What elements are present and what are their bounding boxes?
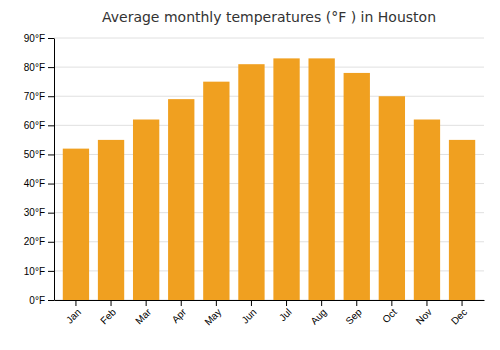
x-tick-mark (181, 300, 182, 306)
y-tick: 40°F (24, 178, 54, 189)
bar (238, 64, 264, 300)
y-tick-label: 80°F (24, 62, 45, 73)
x-tick-mark (426, 300, 427, 306)
x-tick-label: Jul (277, 306, 294, 323)
x-tick-label: Nov (414, 306, 434, 326)
x-tick-label: Sep (343, 306, 364, 327)
x-tick-label: Aug (308, 306, 328, 326)
y-tick-label: 0°F (29, 295, 45, 306)
x-tick: Nov (414, 300, 434, 327)
y-tick-mark (48, 38, 54, 39)
bar (414, 120, 440, 300)
grid-line (54, 96, 484, 97)
x-axis-line (55, 300, 485, 301)
y-tick-label: 90°F (24, 33, 45, 44)
y-axis: 0°F 10°F 20°F 30°F 40°F 50°F 60°F 70°F 80°F 90°F (24, 33, 55, 306)
x-tick: Aug (308, 300, 328, 327)
x-tick-mark (216, 300, 217, 306)
y-tick: 70°F (24, 91, 54, 102)
x-tick-mark (111, 300, 112, 306)
y-tick-label: 30°F (24, 207, 45, 218)
y-tick-label: 10°F (24, 266, 45, 277)
y-tick-mark (48, 242, 54, 243)
bar (308, 58, 334, 300)
x-tick-label: Dec (449, 306, 469, 326)
x-axis: Jan Feb Mar Apr May Jun Jul Aug Sep Oct Nov Dec (55, 300, 485, 328)
x-tick: Mar (133, 300, 153, 326)
y-tick-mark (48, 300, 54, 301)
grid-line (54, 67, 484, 68)
x-tick-label: Jan (64, 306, 83, 325)
bar (344, 73, 370, 300)
bar (168, 99, 194, 300)
x-tick-mark (75, 300, 76, 306)
y-tick-mark (48, 213, 54, 214)
x-tick-label: May (202, 306, 223, 327)
bar (379, 96, 405, 300)
y-tick-label: 20°F (24, 236, 45, 247)
x-tick-label: Jun (239, 306, 258, 325)
y-tick-label: 40°F (24, 178, 45, 189)
grid-line (54, 38, 484, 39)
title: Average monthly temperatures (°F ) in Ho… (102, 9, 436, 25)
y-tick: 0°F (29, 295, 54, 306)
bar (133, 120, 159, 300)
y-tick: 60°F (24, 120, 54, 131)
x-tick-label: Apr (170, 306, 189, 325)
x-tick: Sep (343, 300, 364, 327)
x-tick-mark (146, 300, 147, 306)
bars (63, 58, 475, 300)
x-tick-label: Oct (380, 306, 399, 325)
x-tick-mark (286, 300, 287, 306)
bar (203, 82, 229, 300)
x-tick: Feb (98, 300, 118, 326)
x-tick-mark (251, 300, 252, 306)
x-tick-mark (462, 300, 463, 306)
x-tick-mark (321, 300, 322, 306)
y-tick: 10°F (24, 266, 54, 277)
y-tick: 80°F (24, 62, 54, 73)
y-axis-line (54, 39, 55, 301)
x-tick: Apr (170, 300, 189, 325)
bar (98, 140, 124, 300)
y-tick: 20°F (24, 236, 54, 247)
y-tick: 50°F (24, 149, 54, 160)
bar (449, 140, 475, 300)
y-tick-mark (48, 271, 54, 272)
y-tick-label: 60°F (24, 120, 45, 131)
bar (63, 149, 89, 300)
bar (273, 58, 299, 300)
y-tick-label: 70°F (24, 91, 45, 102)
x-tick-label: Mar (133, 306, 153, 326)
chart: Jan Feb Mar Apr May Jun Jul Aug Sep Oct Nov Dec 0°F 1… (0, 0, 500, 350)
y-tick-mark (48, 154, 54, 155)
x-tick-mark (356, 300, 357, 306)
y-tick-label: 50°F (24, 149, 45, 160)
x-tick: Dec (449, 300, 469, 327)
x-tick-mark (391, 300, 392, 306)
x-tick: Jul (277, 300, 294, 323)
y-tick-mark (48, 184, 54, 185)
grid (54, 38, 484, 300)
x-tick: Jan (64, 300, 83, 326)
y-tick: 90°F (24, 33, 54, 44)
y-tick-mark (48, 67, 54, 68)
x-tick: Oct (380, 300, 399, 325)
x-tick-label: Feb (98, 306, 118, 326)
x-tick: Jun (239, 300, 258, 326)
y-tick-mark (48, 125, 54, 126)
y-tick: 30°F (24, 207, 54, 218)
x-tick: May (202, 300, 223, 328)
y-tick-mark (48, 96, 54, 97)
